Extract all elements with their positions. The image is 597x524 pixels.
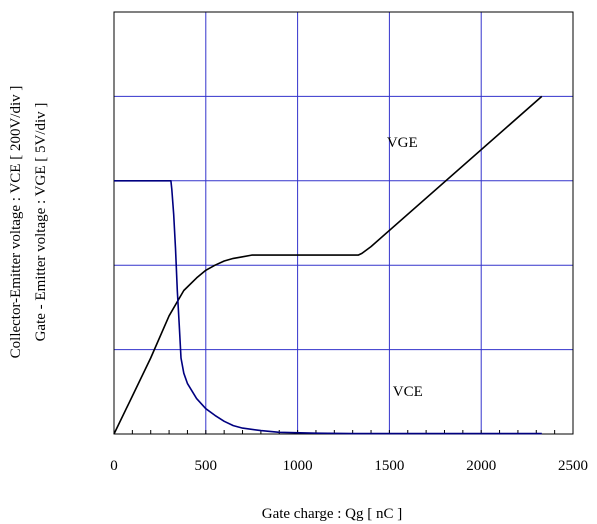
- x-tick-label: 2500: [558, 458, 588, 474]
- y-axis-title-vce: Collector-Emitter voltage : VCE [ 200V/d…: [8, 86, 24, 359]
- grid-lines: [114, 12, 573, 434]
- x-tick-label: 1500: [374, 458, 404, 474]
- series-label-vce: VCE: [393, 384, 423, 400]
- series-line-vce: [114, 180, 542, 435]
- series-lines: [113, 95, 543, 435]
- x-tick-label: 500: [195, 458, 218, 474]
- series-labels: VGE VCE: [387, 135, 423, 400]
- x-tick-label: 2000: [466, 458, 496, 474]
- x-tick-label: 1000: [283, 458, 313, 474]
- series-line-vge: [113, 95, 543, 435]
- x-axis-title: Gate charge : Qg [ nC ]: [262, 506, 403, 522]
- x-tick-label: 0: [110, 458, 118, 474]
- y-axis-title-vge: Gate - Emitter voltage : VGE [ 5V/div ]: [33, 103, 49, 342]
- x-tick-labels: 0 500 1000 1500 2000 2500: [110, 458, 588, 474]
- series-label-vge: VGE: [387, 135, 418, 151]
